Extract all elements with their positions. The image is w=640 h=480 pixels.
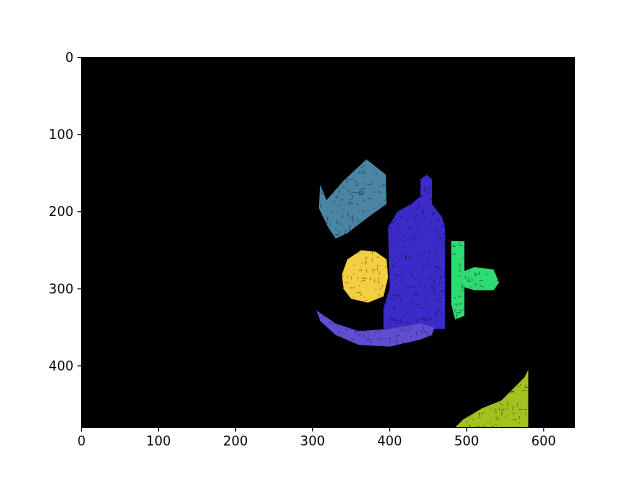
- plot-area: [81, 57, 575, 428]
- x-tick-label: 400: [377, 435, 402, 450]
- y-tick-label: 0: [65, 51, 73, 66]
- image-background: [81, 57, 575, 428]
- x-tick-label: 100: [146, 435, 171, 450]
- axes-frame: [81, 57, 575, 428]
- x-tick-label: 600: [531, 435, 556, 450]
- x-axis: 0 100 200 300 400 500 600: [77, 427, 556, 450]
- segment-shape: [316, 310, 435, 347]
- segment-shape: [451, 240, 500, 320]
- y-tick-label: 200: [49, 205, 74, 220]
- x-tick-label: 0: [77, 435, 85, 450]
- segment-shape: [383, 174, 446, 329]
- x-tick-label: 500: [454, 435, 479, 450]
- y-axis: 0 100 200 300 400: [49, 51, 82, 374]
- y-tick-label: 400: [49, 359, 74, 374]
- x-tick-label: 300: [300, 435, 325, 450]
- segment-shape: [318, 159, 387, 239]
- segment-shape: [455, 369, 529, 428]
- segment-shape: [341, 250, 389, 303]
- y-tick-label: 300: [49, 282, 74, 297]
- x-tick-label: 200: [223, 435, 248, 450]
- y-tick-label: 100: [49, 128, 74, 143]
